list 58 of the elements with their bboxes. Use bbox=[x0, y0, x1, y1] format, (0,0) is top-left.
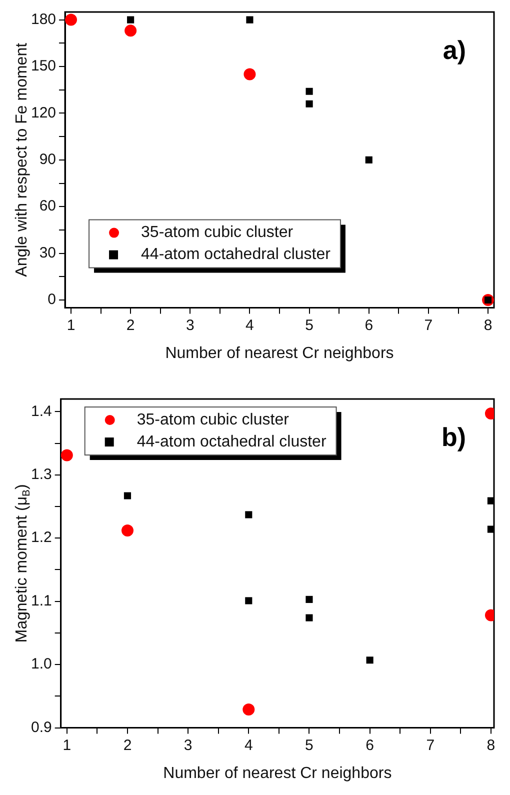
point bbox=[487, 497, 494, 504]
point bbox=[60, 449, 73, 462]
x-tick-label: 4 bbox=[246, 316, 254, 334]
x-tick-label: 6 bbox=[364, 316, 374, 334]
annotation: a) bbox=[442, 35, 466, 66]
y-tick-label: 60 bbox=[39, 198, 56, 215]
point bbox=[306, 88, 313, 95]
x-tick-label: 3 bbox=[186, 316, 194, 334]
y-tick-label: 1.4 bbox=[30, 402, 52, 420]
x-tick-label: 1 bbox=[62, 736, 72, 754]
point bbox=[121, 524, 134, 537]
y-tick-label: 90 bbox=[39, 151, 56, 168]
point bbox=[306, 100, 313, 108]
point bbox=[244, 68, 256, 80]
point bbox=[127, 16, 134, 24]
point bbox=[65, 14, 77, 26]
legend-label: 35-atom cubic cluster bbox=[141, 224, 294, 242]
legend-label: 44-atom octahedral cluster bbox=[136, 433, 327, 450]
x-axis-title: Number of nearest Cr neighbors bbox=[165, 344, 394, 362]
point bbox=[245, 511, 252, 518]
legend-label: 44-atom octahedral cluster bbox=[141, 246, 332, 264]
x-tick-label: 8 bbox=[486, 736, 496, 754]
point bbox=[124, 24, 137, 37]
y-tick-label: 1.0 bbox=[30, 656, 52, 673]
point bbox=[242, 703, 255, 716]
x-axis-title: Number of nearest Cr neighbors bbox=[163, 764, 392, 782]
point bbox=[306, 596, 313, 603]
legend-label: 35-atom cubic cluster bbox=[136, 411, 290, 428]
x-tick-label: 4 bbox=[244, 736, 253, 754]
x-tick-label: 8 bbox=[484, 316, 492, 334]
point bbox=[245, 597, 252, 604]
point bbox=[365, 156, 372, 164]
x-tick-label: 6 bbox=[366, 736, 374, 754]
y-tick-label: 1.2 bbox=[30, 529, 52, 546]
y-tick-label: 1.3 bbox=[30, 466, 52, 484]
annotation: b) bbox=[441, 422, 466, 452]
x-tick-label: 1 bbox=[66, 316, 76, 334]
y-tick-label: 180 bbox=[30, 10, 56, 28]
point bbox=[246, 16, 254, 24]
y-axis-title: Magnetic moment (μB) bbox=[13, 484, 33, 643]
x-tick-label: 5 bbox=[305, 736, 314, 754]
x-tick-label: 5 bbox=[305, 316, 314, 334]
y-axis-title: Angle with respect to Fe moment bbox=[13, 42, 30, 277]
x-tick-label: 7 bbox=[424, 316, 433, 334]
point bbox=[487, 526, 494, 533]
y-tick-label: 30 bbox=[39, 244, 56, 262]
y-tick-label: 150 bbox=[30, 58, 56, 75]
x-tick-label: 2 bbox=[123, 736, 132, 754]
y-tick-label: 0.9 bbox=[30, 718, 52, 736]
x-tick-label: 3 bbox=[184, 736, 192, 754]
point bbox=[306, 614, 313, 622]
point bbox=[366, 656, 374, 664]
y-tick-label: 120 bbox=[30, 104, 56, 122]
y-tick-label: 1.1 bbox=[30, 592, 52, 610]
x-tick-label: 2 bbox=[126, 316, 135, 334]
y-tick-label: 0 bbox=[48, 291, 56, 308]
x-tick-label: 7 bbox=[426, 736, 435, 754]
point bbox=[124, 492, 132, 500]
